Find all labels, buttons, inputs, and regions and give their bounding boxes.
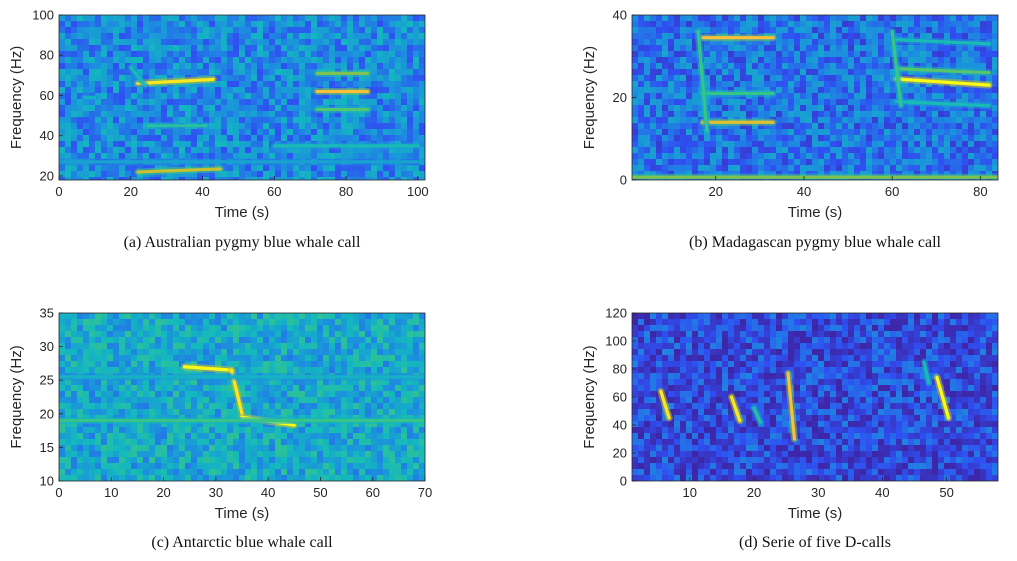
spectrogram-image [59,313,425,481]
x-tick-label: 0 [55,485,62,500]
x-tick-label: 70 [418,485,432,500]
y-tick-label: 20 [613,90,627,105]
call-trace [696,29,709,133]
y-tick-label: 30 [40,339,54,354]
y-tick-label: 80 [613,362,627,377]
x-tick-label: 10 [683,485,697,500]
y-tick-label: 35 [40,306,54,321]
y-axis-label: Frequency (Hz) [581,46,598,149]
subfigure-caption: (a) Australian pygmy blue whale call [124,234,361,251]
x-tick-label: 40 [195,184,209,199]
call-trace [894,38,991,46]
spectrogram-panel-4: 10 20 30 40 50 0 20 40 60 80 100 120 Time (s) Frequen… [581,306,999,551]
subfigure-caption: (b) Madagascan pygmy blue whale call [689,234,941,251]
x-tick-label: 100 [407,184,429,199]
subfigure-caption: (d) Serie of five D-calls [739,534,891,551]
x-axis-label: Time (s) [215,204,269,221]
call-trace [922,360,931,385]
call-trace [935,375,951,420]
call-trace [182,365,234,372]
y-tick-label: 100 [32,8,54,23]
spectrogram-image [59,15,425,180]
axes-frame [58,14,426,181]
y-tick-label: 80 [40,48,54,63]
x-tick-label: 20 [156,485,170,500]
x-tick-label: 60 [365,485,379,500]
x-axis-label: Time (s) [215,505,269,522]
y-tick-label: 20 [40,406,54,421]
x-tick-label: 60 [267,184,281,199]
x-tick-label: 0 [55,184,62,199]
x-tick-label: 40 [797,184,811,199]
x-tick-label: 10 [104,485,118,500]
x-tick-label: 20 [124,184,138,199]
call-trace [729,395,742,423]
call-trace [129,65,147,88]
subfigure-caption: (c) Antarctic blue whale call [151,534,333,551]
y-tick-label: 15 [40,440,54,455]
call-trace [136,77,215,86]
y-tick-label: 0 [620,173,627,188]
call-trace [659,389,671,420]
y-axis-label: Frequency (Hz) [8,345,25,448]
y-tick-label: 60 [613,390,627,405]
y-tick-label: 20 [40,168,54,183]
y-tick-label: 40 [613,8,627,23]
spectrogram-image [632,313,998,481]
y-tick-label: 0 [620,474,627,489]
y-axis-label: Frequency (Hz) [8,46,25,149]
call-trace [894,77,991,87]
x-tick-label: 60 [885,184,899,199]
y-tick-label: 100 [605,334,627,349]
axes-frame [58,312,426,482]
call-trace [894,67,991,75]
spectrogram-image [632,15,998,180]
x-tick-label: 40 [875,485,889,500]
y-tick-label: 25 [40,373,54,388]
call-trace [890,29,903,108]
x-tick-label: 80 [339,184,353,199]
spectrogram-panel-2: 20 40 60 80 0 20 40 Time (s) Frequency (Hz) (b) M… [581,8,999,251]
call-trace [786,371,797,441]
x-tick-label: 80 [973,184,987,199]
y-tick-label: 40 [40,128,54,143]
y-tick-label: 20 [613,446,627,461]
y-axis-label: Frequency (Hz) [581,345,598,448]
call-trace [136,167,223,174]
x-axis-label: Time (s) [788,204,842,221]
x-axis-label: Time (s) [788,505,842,522]
x-tick-label: 50 [313,485,327,500]
y-tick-label: 120 [605,306,627,321]
y-tick-label: 10 [40,474,54,489]
call-trace [894,100,991,108]
y-tick-label: 40 [613,418,627,433]
x-tick-label: 30 [811,485,825,500]
x-tick-label: 20 [709,184,723,199]
y-tick-label: 60 [40,88,54,103]
x-tick-label: 30 [209,485,223,500]
x-tick-label: 20 [747,485,761,500]
call-trace [752,406,763,424]
x-tick-label: 40 [261,485,275,500]
x-tick-label: 50 [939,485,953,500]
